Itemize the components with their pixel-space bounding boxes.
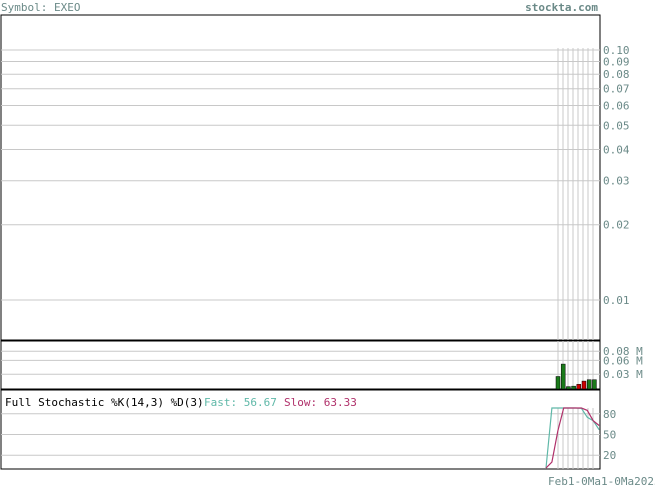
volume-bar [586, 379, 592, 390]
price-tick-label: 0.10 [603, 44, 630, 57]
volume-tick-label: 0.08 M [603, 345, 643, 358]
fast-value-label: Fast: 56.67 [204, 396, 277, 409]
price-panel-frame [0, 14, 601, 341]
stochastic-tick-label: 80 [603, 408, 616, 421]
price-tick-label: 0.05 [603, 119, 630, 132]
price-tick-label: 0.09 [603, 55, 630, 68]
symbol-label: Symbol: EXEO [1, 1, 80, 14]
price-tick-label: 0.06 [603, 99, 630, 112]
price-panel: 0.100.090.08 0.07 0.06 0.05 0.04 0.03 0.02 0.01 [0, 14, 630, 341]
volume-panel: 0.08 M0.06 M0.03 M [0, 340, 643, 390]
stochastic-tick-label: 50 [603, 429, 616, 442]
volume-bar [592, 379, 597, 390]
slow-value-label: Slow: 63.33 [284, 396, 357, 409]
price-tick-label: 0.02 [603, 219, 630, 232]
volume-bar [555, 376, 561, 390]
stochastic-line-slow [545, 407, 600, 469]
volume-bar [581, 380, 587, 390]
price-tick-label: 0.08 [603, 68, 630, 81]
site-name[interactable]: stockta.com [525, 1, 598, 14]
volume-bar [576, 384, 582, 390]
stochastic-panel-frame [0, 389, 601, 470]
stochastic-panel: 80 50 20 Full Stochastic %K(14,3) %D(3) Fa… [0, 389, 616, 470]
stochastic-title: Full Stochastic %K(14,3) %D(3) [5, 396, 204, 409]
volume-bar [560, 363, 566, 390]
volume-tick-label: 0.06 M [603, 354, 643, 367]
volume-tick-label: 0.03 M [603, 368, 643, 381]
price-tick-label: 0.03 [603, 175, 630, 188]
x-axis-date-labels: Feb1-0Ma1-0Ma2025 [548, 475, 655, 486]
price-tick-label: 0.01 [603, 294, 630, 307]
volume-bar [571, 385, 576, 390]
price-tick-label: 0.07 [603, 83, 630, 96]
stochastic-tick-label: 20 [603, 449, 616, 462]
price-tick-label: 0.04 [603, 143, 630, 156]
volume-bar [566, 386, 571, 390]
volume-panel-frame [0, 340, 601, 390]
